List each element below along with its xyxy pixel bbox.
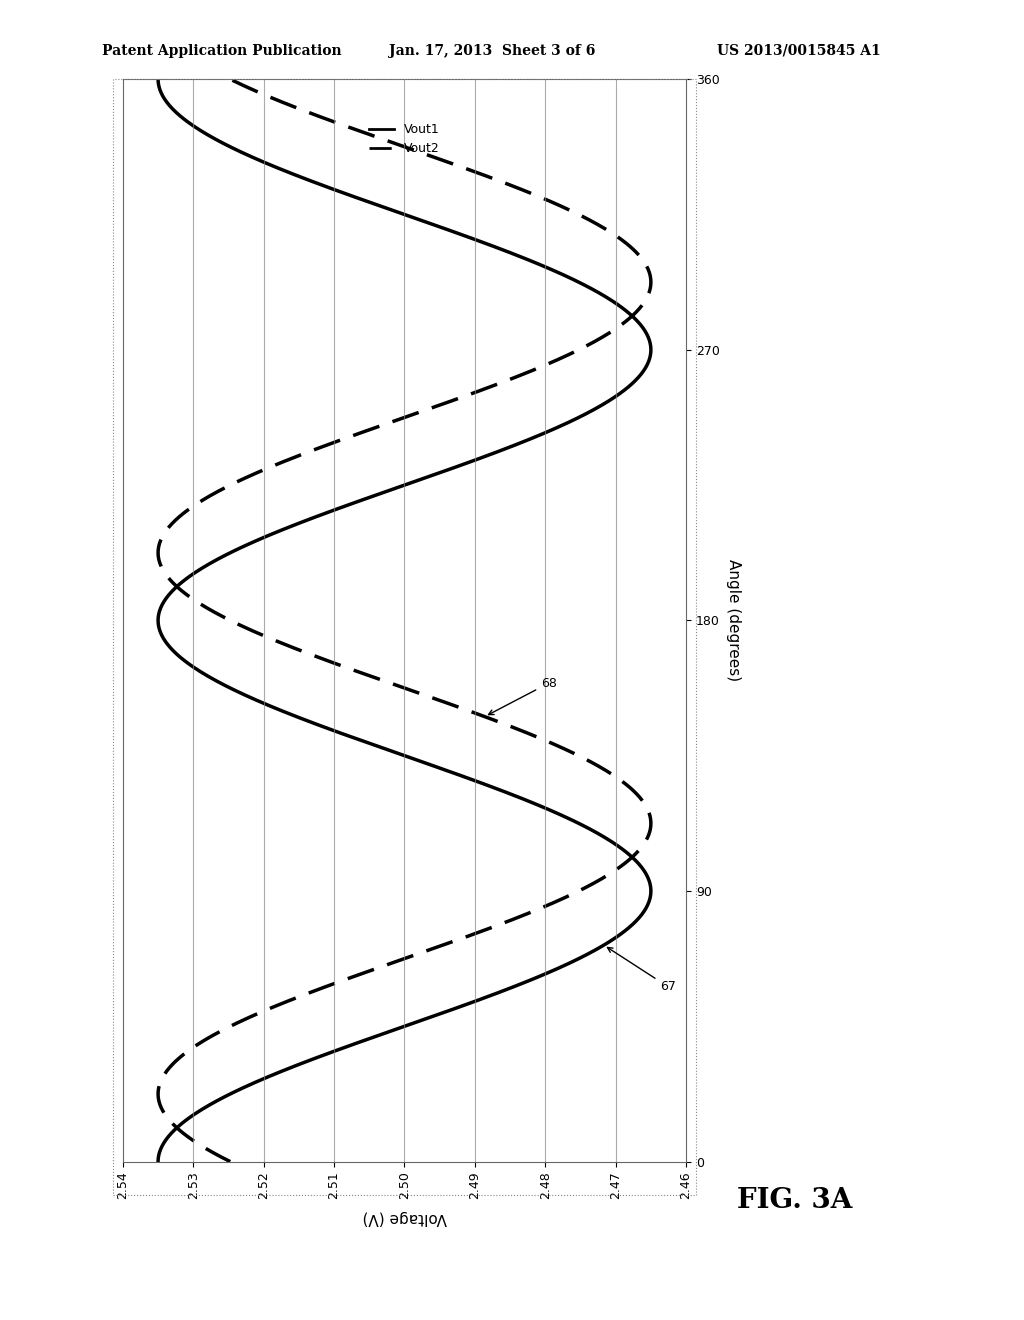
Y-axis label: Angle (degrees): Angle (degrees) bbox=[726, 560, 740, 681]
X-axis label: Voltage (V): Voltage (V) bbox=[362, 1210, 446, 1225]
Line: Vout1: Vout1 bbox=[158, 79, 651, 1162]
Vout1 bbox=[152, 1154, 164, 1170]
Text: Patent Application Publication: Patent Application Publication bbox=[102, 44, 342, 58]
Vout2 bbox=[182, 1043, 195, 1059]
Text: 67: 67 bbox=[607, 948, 676, 993]
Vout1 bbox=[329, 1043, 341, 1059]
Vout2 bbox=[625, 310, 637, 326]
Text: US 2013/0015845 A1: US 2013/0015845 A1 bbox=[717, 44, 881, 58]
Vout1 bbox=[218, 677, 230, 693]
Vout1 bbox=[152, 71, 164, 87]
Line: Vout2: Vout2 bbox=[158, 79, 651, 1162]
Vout1 bbox=[309, 715, 322, 731]
Text: Jan. 17, 2013  Sheet 3 of 6: Jan. 17, 2013 Sheet 3 of 6 bbox=[389, 44, 596, 58]
Vout2 bbox=[498, 715, 510, 731]
Vout1 bbox=[628, 310, 640, 326]
Vout2 bbox=[224, 71, 237, 87]
Vout2 bbox=[641, 290, 653, 306]
Vout2 bbox=[396, 411, 409, 426]
Legend: Vout1, Vout2: Vout1, Vout2 bbox=[365, 117, 444, 160]
Vout1 bbox=[602, 290, 614, 306]
Vout2 bbox=[389, 677, 401, 693]
Vout1 bbox=[570, 411, 583, 426]
Text: 68: 68 bbox=[488, 677, 557, 714]
Vout2 bbox=[224, 1154, 237, 1170]
Text: FIG. 3A: FIG. 3A bbox=[737, 1188, 853, 1214]
